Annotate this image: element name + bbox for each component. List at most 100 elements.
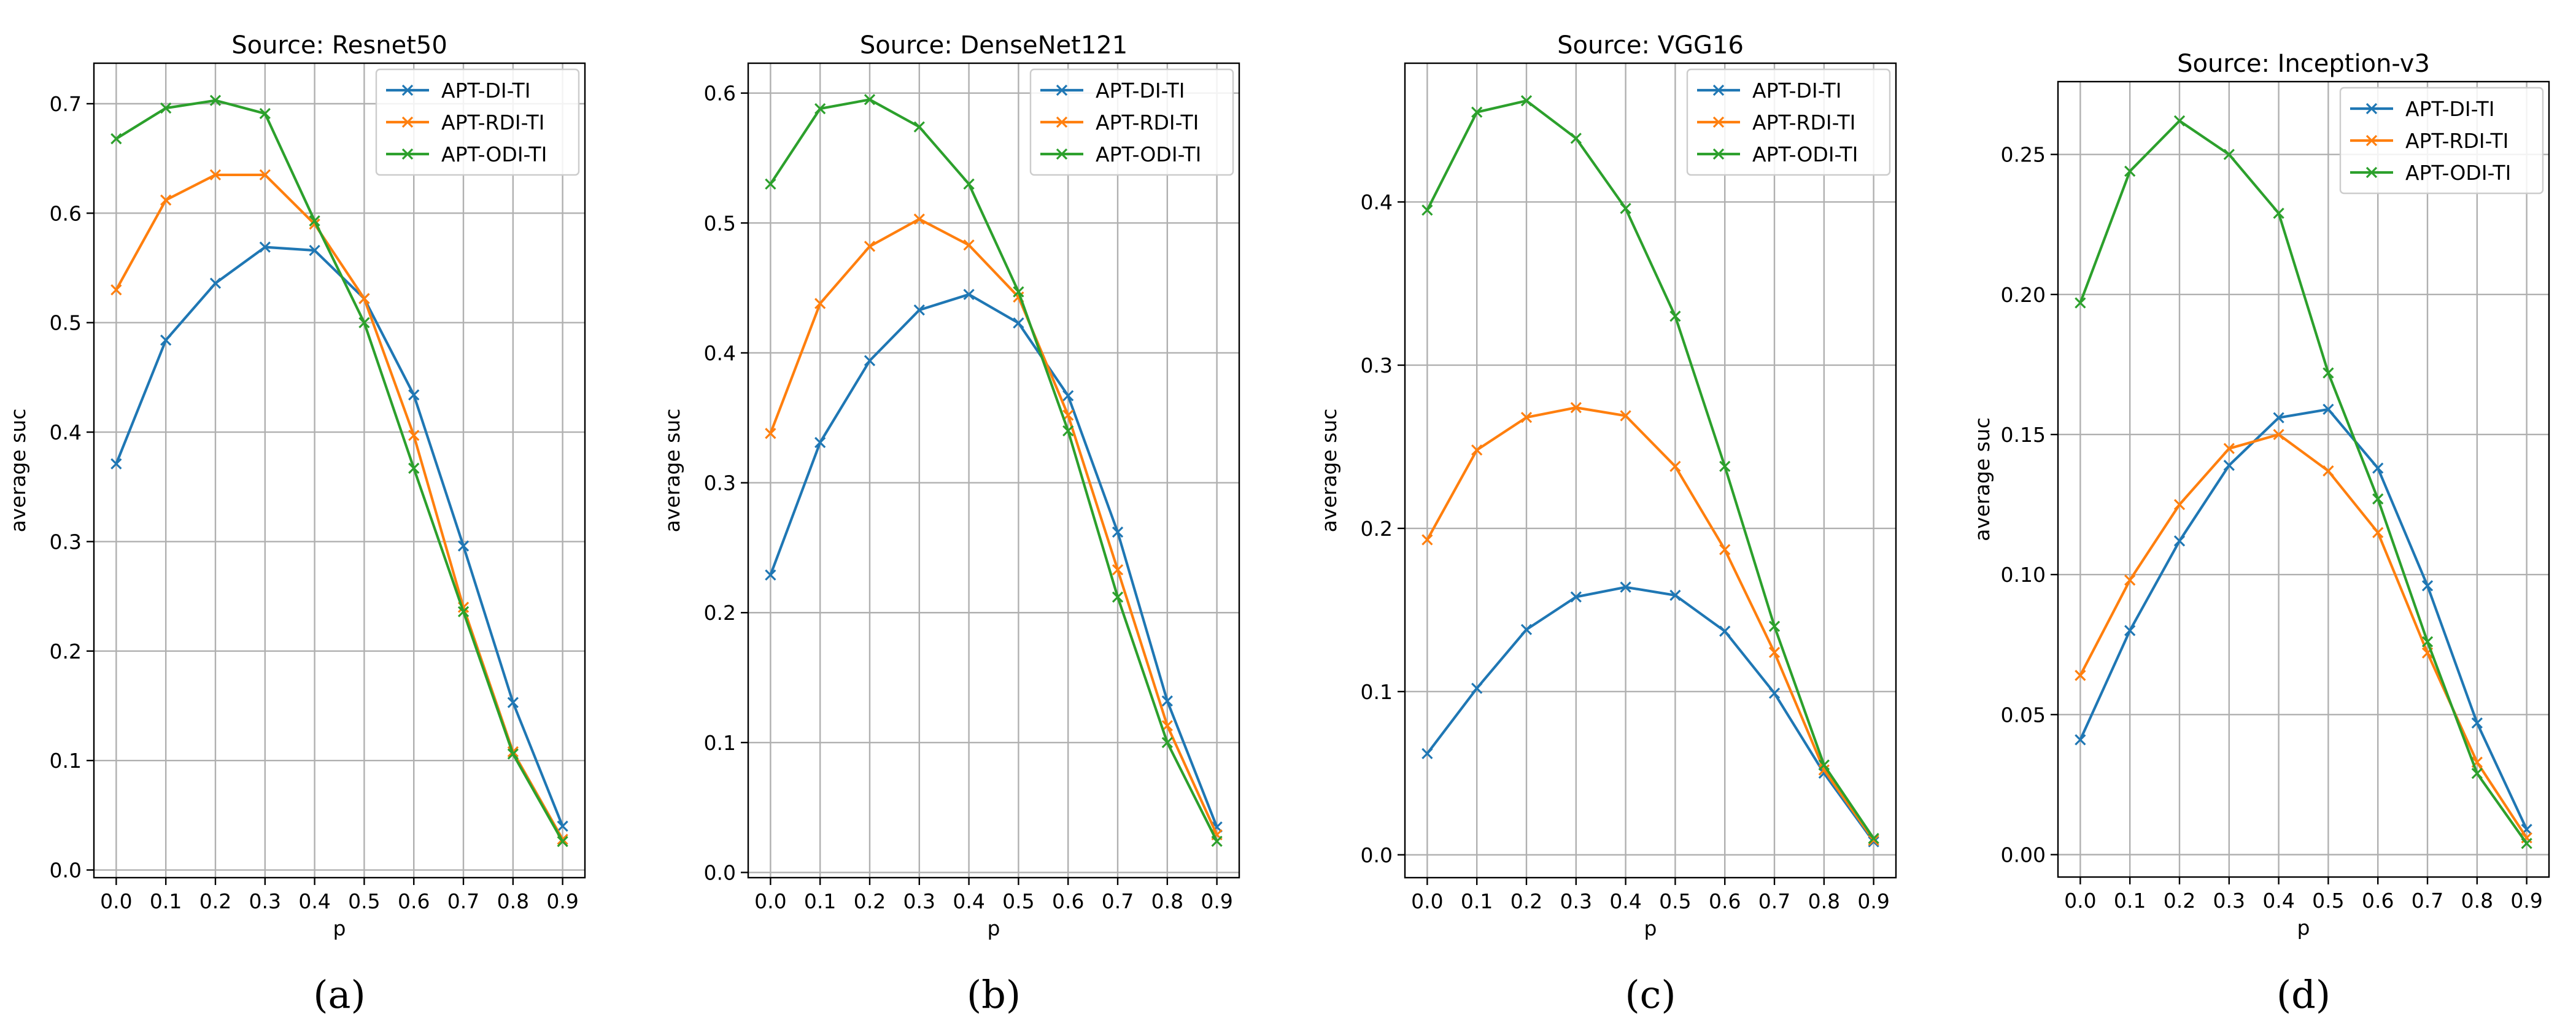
data-point-marker bbox=[358, 317, 370, 328]
data-point-marker bbox=[2173, 498, 2186, 511]
data-point-marker bbox=[765, 428, 776, 439]
data-point-marker bbox=[1669, 589, 1681, 601]
y-tick-label: 0.15 bbox=[2001, 423, 2046, 447]
legend-label: APT-ODI-TI bbox=[441, 142, 547, 166]
x-tick-label: 0.5 bbox=[1002, 889, 1034, 913]
data-point-marker bbox=[110, 458, 122, 470]
y-axis-label: average suc bbox=[1317, 409, 1341, 533]
data-point-marker bbox=[864, 94, 876, 106]
data-point-marker bbox=[557, 821, 568, 832]
data-point-marker bbox=[1161, 695, 1173, 707]
chart-title: Source: VGG16 bbox=[1557, 31, 1744, 60]
chart-panel-d: 0.0 0.1 0.2 0.3 0.4 0.5 0.6 0.7 0.8 0.9 0.00 0.05 0.… bbox=[1970, 50, 2550, 1017]
data-point-marker bbox=[160, 194, 172, 206]
legend-marker bbox=[1712, 116, 1725, 128]
data-point-marker bbox=[2273, 428, 2284, 441]
data-point-marker bbox=[765, 569, 776, 581]
series-line-apt-odi-ti bbox=[115, 99, 564, 843]
x-tick-label: 0.3 bbox=[249, 889, 281, 913]
data-point-marker bbox=[1868, 833, 1879, 845]
data-point-marker bbox=[1112, 526, 1124, 538]
legend-label: APT-ODI-TI bbox=[1752, 142, 1858, 166]
x-tick-label: 0.8 bbox=[497, 889, 529, 913]
y-tick-label: 0.7 bbox=[50, 92, 82, 116]
data-point-marker bbox=[2323, 465, 2334, 477]
x-tick-label: 0.0 bbox=[100, 889, 132, 913]
x-tick-label: 0.0 bbox=[2064, 889, 2096, 913]
legend-box bbox=[375, 68, 580, 176]
x-axis-label: p bbox=[333, 916, 346, 940]
data-point-marker bbox=[358, 293, 370, 304]
data-point-marker bbox=[2075, 297, 2086, 309]
x-tick-label: 0.8 bbox=[1808, 889, 1840, 913]
data-point-marker bbox=[1719, 544, 1731, 555]
data-point-marker bbox=[1471, 444, 1483, 456]
data-point-marker bbox=[1471, 106, 1483, 118]
legend: APT-DI-TI APT-RDI-TI APT-ODI-TI bbox=[1686, 68, 1891, 176]
legend-marker bbox=[401, 148, 414, 160]
data-point-marker bbox=[963, 178, 975, 190]
series-line-apt-di-ti bbox=[769, 293, 1218, 828]
x-tick-label: 0.7 bbox=[2412, 889, 2443, 913]
plot-frame bbox=[1404, 62, 1897, 879]
data-point-marker bbox=[963, 288, 975, 300]
data-point-marker bbox=[1421, 748, 1433, 760]
x-tick-label: 0.2 bbox=[199, 889, 231, 913]
x-tick-label: 0.4 bbox=[2262, 889, 2294, 913]
data-point-marker bbox=[814, 102, 826, 115]
data-point-marker bbox=[1768, 646, 1781, 659]
data-point-marker bbox=[1062, 390, 1074, 401]
data-point-marker bbox=[259, 107, 271, 120]
series-line-apt-odi-ti bbox=[1426, 99, 1875, 840]
data-point-marker bbox=[2223, 460, 2235, 471]
y-tick-label: 0.5 bbox=[704, 211, 736, 235]
x-tick-label: 0.3 bbox=[903, 889, 935, 913]
x-tick-label: 0.5 bbox=[348, 889, 380, 913]
y-tick-label: 0.0 bbox=[1361, 843, 1393, 867]
x-tick-label: 0.3 bbox=[2213, 889, 2245, 913]
data-point-marker bbox=[259, 169, 271, 181]
chart-panel-b: 0.0 0.1 0.2 0.3 0.4 0.5 0.6 0.7 0.8 0.9 0.0 0.1 0.2 0… bbox=[660, 31, 1240, 1017]
data-point-marker bbox=[2223, 149, 2235, 160]
data-point-marker bbox=[2372, 527, 2384, 538]
data-point-marker bbox=[2124, 574, 2136, 586]
data-point-marker bbox=[1868, 834, 1879, 846]
y-tick-label: 0.4 bbox=[50, 420, 82, 444]
x-tick-label: 0.9 bbox=[1857, 889, 1889, 913]
legend-label: APT-ODI-TI bbox=[2405, 161, 2511, 185]
legend-marker bbox=[1712, 84, 1725, 96]
x-tick-label: 0.6 bbox=[1709, 889, 1741, 913]
y-tick-label: 0.0 bbox=[50, 859, 82, 883]
data-point-marker bbox=[1112, 564, 1124, 576]
y-tick-label: 0.1 bbox=[1361, 680, 1393, 704]
data-point-marker bbox=[408, 389, 420, 401]
y-tick-label: 0.1 bbox=[704, 731, 736, 755]
legend-label: APT-RDI-TI bbox=[441, 110, 544, 134]
legend-label: APT-DI-TI bbox=[441, 79, 530, 102]
x-tick-label: 0.7 bbox=[447, 889, 479, 913]
y-tick-label: 0.5 bbox=[50, 311, 82, 335]
data-point-marker bbox=[814, 436, 826, 449]
data-point-marker bbox=[1570, 133, 1582, 144]
y-axis-label: average suc bbox=[6, 409, 30, 533]
y-tick-label: 0.4 bbox=[704, 341, 736, 365]
data-point-marker bbox=[2075, 670, 2086, 681]
figure-caption: (d) bbox=[2276, 972, 2330, 1017]
legend: APT-DI-TI APT-RDI-TI APT-ODI-TI bbox=[375, 68, 580, 176]
chart-panel-a: 0.0 0.1 0.2 0.3 0.4 0.5 0.6 0.7 0.8 0.9 0.0 0.1 0.2 0… bbox=[6, 31, 586, 1017]
x-tick-label: 0.4 bbox=[1609, 889, 1641, 913]
legend: APT-DI-TI APT-RDI-TI APT-ODI-TI bbox=[1029, 68, 1234, 176]
y-tick-label: 0.05 bbox=[2001, 703, 2046, 727]
data-point-marker bbox=[2421, 636, 2434, 648]
legend-marker bbox=[1056, 116, 1068, 128]
data-point-marker bbox=[2421, 580, 2434, 592]
plot-frame bbox=[747, 62, 1240, 879]
chart-title: Source: Resnet50 bbox=[231, 31, 447, 60]
legend-marker bbox=[2365, 134, 2378, 147]
data-point-marker bbox=[110, 133, 122, 145]
data-point-marker bbox=[1161, 720, 1173, 732]
legend-label: APT-RDI-TI bbox=[1096, 110, 1199, 134]
data-point-marker bbox=[913, 121, 925, 133]
data-point-marker bbox=[963, 239, 975, 251]
